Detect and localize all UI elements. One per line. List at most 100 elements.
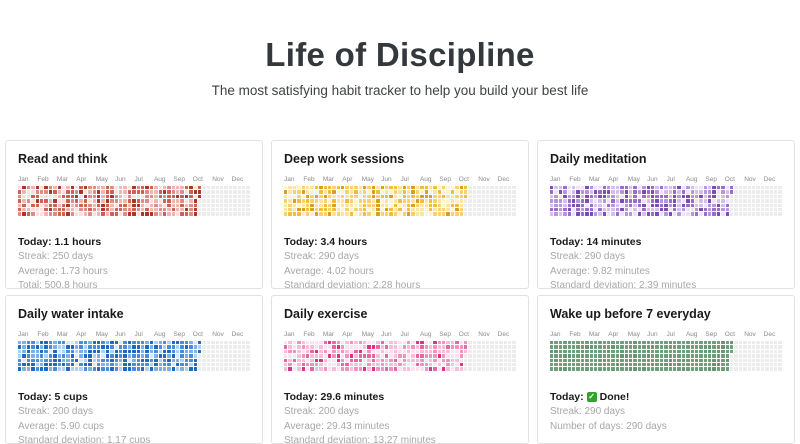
heatmap-cell bbox=[118, 194, 123, 199]
heatmap-cell bbox=[367, 190, 371, 194]
heatmap-cell bbox=[53, 367, 57, 371]
heatmap-cell bbox=[371, 186, 376, 190]
heatmap-cell bbox=[664, 203, 668, 207]
heatmap-cell bbox=[576, 345, 580, 349]
heatmap-cell bbox=[118, 354, 123, 358]
heatmap-cell bbox=[136, 362, 140, 367]
heatmap-cell bbox=[211, 367, 215, 371]
heatmap-cell bbox=[206, 207, 211, 212]
heatmap-cell bbox=[490, 358, 494, 362]
heatmap-cell bbox=[494, 349, 499, 354]
heatmap-cell bbox=[668, 203, 672, 207]
heatmap-cell bbox=[354, 203, 358, 207]
heatmap-cell bbox=[224, 341, 228, 345]
month-label: Dec bbox=[231, 176, 244, 183]
heatmap-cell bbox=[650, 190, 655, 194]
heatmap-cell bbox=[598, 354, 602, 358]
heatmap-cell bbox=[760, 194, 765, 199]
heatmap-cell bbox=[503, 194, 507, 199]
habit-heatmap bbox=[284, 341, 516, 371]
heatmap-cell bbox=[629, 362, 633, 367]
heatmap-cell bbox=[611, 186, 615, 190]
heatmap-cell bbox=[494, 354, 499, 358]
heatmap-cell bbox=[558, 341, 563, 345]
heatmap-cell bbox=[158, 367, 162, 371]
heatmap-cell bbox=[323, 212, 327, 216]
heatmap-cell bbox=[398, 341, 402, 345]
heatmap-cell bbox=[105, 212, 110, 216]
heatmap-cell bbox=[145, 345, 149, 349]
heatmap-cell bbox=[66, 354, 70, 358]
heatmap-cell bbox=[450, 341, 455, 345]
heatmap-cell bbox=[305, 190, 310, 194]
heatmap-cell bbox=[44, 194, 48, 199]
habit-card[interactable]: Daily water intake Jan Feb Mar Apr May Jun Jul… bbox=[5, 295, 263, 444]
heatmap-cell bbox=[554, 186, 558, 190]
habit-card[interactable]: Read and think Jan Feb Mar Apr May Jun Jul Aug S… bbox=[5, 140, 263, 289]
heatmap-cell bbox=[633, 354, 637, 358]
heatmap-cell bbox=[193, 194, 198, 199]
heatmap-cell bbox=[358, 212, 363, 216]
heatmap-cell bbox=[477, 207, 481, 212]
heatmap-cell bbox=[607, 194, 611, 199]
heatmap-cell bbox=[716, 199, 721, 203]
heatmap-cell bbox=[323, 207, 327, 212]
heatmap-cell bbox=[57, 354, 61, 358]
heatmap-cell bbox=[624, 207, 629, 212]
habit-card[interactable]: Daily meditation Jan Feb Mar Apr May Jun Jul Au… bbox=[537, 140, 795, 289]
heatmap-cell bbox=[92, 358, 97, 362]
heatmap-cell bbox=[507, 194, 512, 199]
heatmap-cell bbox=[637, 362, 642, 367]
heatmap-cell bbox=[398, 349, 402, 354]
heatmap-cell bbox=[402, 367, 406, 371]
heatmap-cell bbox=[420, 199, 424, 203]
heatmap-cell bbox=[53, 190, 57, 194]
heatmap-cell bbox=[712, 212, 716, 216]
heatmap-cell bbox=[738, 207, 743, 212]
heatmap-cell bbox=[371, 362, 376, 367]
habit-card[interactable]: Wake up before 7 everyday Jan Feb Mar Apr Ma… bbox=[537, 295, 795, 444]
heatmap-cell bbox=[367, 186, 371, 190]
month-label: Apr bbox=[608, 331, 619, 338]
heatmap-cell bbox=[633, 199, 637, 203]
heatmap-cell bbox=[585, 190, 589, 194]
heatmap-cell bbox=[668, 341, 672, 345]
heatmap-cell bbox=[481, 194, 485, 199]
heatmap-cell bbox=[233, 354, 237, 358]
heatmap-cell bbox=[468, 345, 472, 349]
heatmap-cell bbox=[646, 194, 650, 199]
heatmap-cell bbox=[332, 367, 336, 371]
heatmap-cell bbox=[730, 341, 734, 345]
heatmap-cell bbox=[598, 186, 602, 190]
heatmap-cell bbox=[228, 345, 233, 349]
heatmap-cell bbox=[503, 199, 507, 203]
heatmap-cell bbox=[585, 345, 589, 349]
heatmap-cell bbox=[224, 199, 228, 203]
heatmap-cell bbox=[18, 358, 22, 362]
heatmap-cell bbox=[341, 203, 345, 207]
heatmap-cell bbox=[716, 212, 721, 216]
heatmap-cell bbox=[778, 367, 782, 371]
heatmap-cell bbox=[246, 203, 250, 207]
heatmap-cell bbox=[563, 190, 567, 194]
habit-card[interactable]: Daily exercise Jan Feb Mar Apr May Jun Jul Aug S… bbox=[271, 295, 529, 444]
heatmap-cell bbox=[402, 345, 406, 349]
heatmap-cell bbox=[349, 207, 354, 212]
heatmap-cell bbox=[642, 345, 646, 349]
heatmap-cell bbox=[411, 203, 415, 207]
heatmap-cell bbox=[211, 190, 215, 194]
habit-card[interactable]: Deep work sessions Jan Feb Mar Apr May Jun Jul… bbox=[271, 140, 529, 289]
heatmap-cell bbox=[585, 362, 589, 367]
heatmap-cell bbox=[341, 199, 345, 203]
heatmap-cell bbox=[580, 345, 585, 349]
stat-line: Average: 1.73 hours bbox=[18, 265, 108, 277]
month-label: Nov bbox=[478, 176, 490, 183]
heatmap-cell bbox=[48, 199, 53, 203]
heatmap-cell bbox=[219, 362, 224, 367]
month-label: Aug bbox=[685, 331, 698, 338]
heatmap-cell bbox=[88, 341, 92, 345]
heatmap-cell bbox=[167, 199, 171, 203]
heatmap-cell bbox=[415, 349, 420, 354]
heatmap-cell bbox=[22, 367, 26, 371]
heatmap-cell bbox=[305, 207, 310, 212]
